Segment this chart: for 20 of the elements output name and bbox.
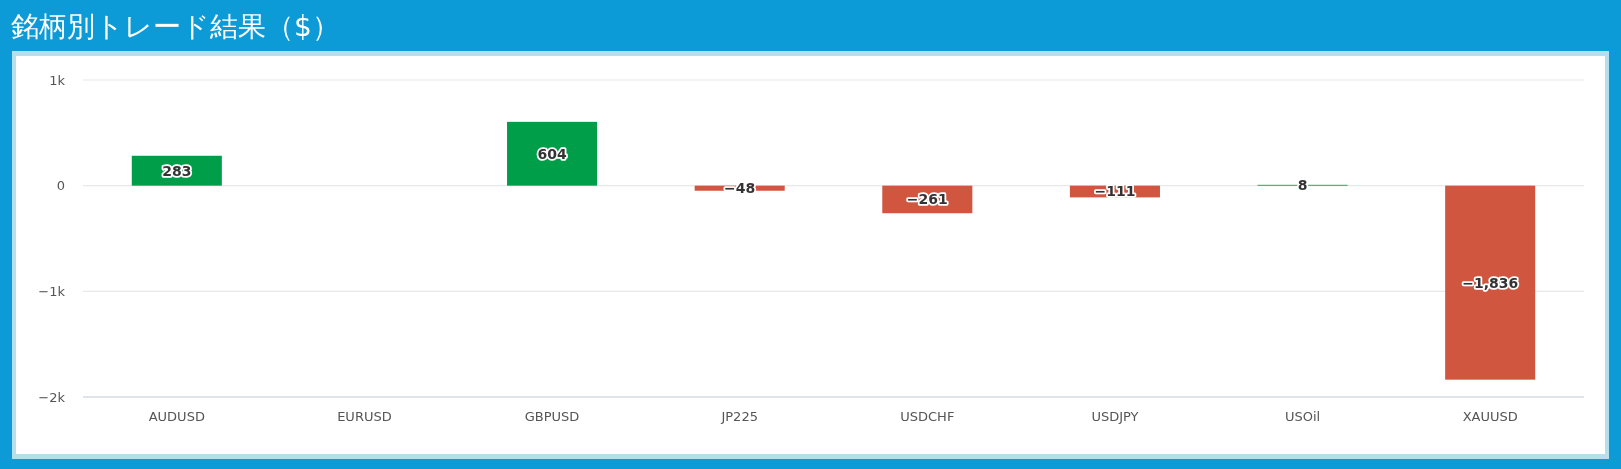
y-tick-label: 1k	[49, 72, 66, 88]
data-label: −111	[1094, 183, 1136, 200]
x-tick-label: USOil	[1284, 409, 1321, 424]
chart-title: 銘柄別トレード結果（$）	[11, 10, 340, 43]
x-tick-label: EURUSD	[337, 409, 392, 424]
data-label: 283	[162, 162, 192, 179]
y-tick-label: 0	[56, 178, 65, 194]
data-label: −1,836	[1462, 274, 1519, 291]
x-tick-label: XAUUSD	[1462, 409, 1518, 424]
x-tick-label: GBPUSD	[524, 409, 580, 424]
y-tick-label: −1k	[38, 283, 66, 299]
x-tick-label: JP225	[720, 409, 758, 424]
bar	[1445, 185, 1536, 380]
x-tick-label: AUDUSD	[148, 409, 205, 424]
data-label: −261	[906, 191, 948, 208]
x-tick-label: USDCHF	[900, 409, 955, 424]
y-tick-label: −2k	[38, 389, 66, 405]
x-tick-label: USDJPY	[1091, 409, 1139, 424]
data-label: 604	[537, 145, 567, 162]
bar	[507, 121, 598, 186]
